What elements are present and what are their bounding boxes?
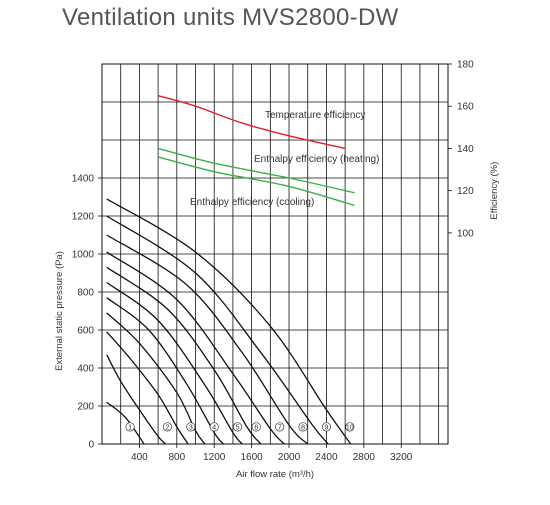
speed-marker-8 <box>298 422 308 432</box>
x-tick-label: 3200 <box>390 452 413 463</box>
y-tick-label: 1000 <box>72 250 95 261</box>
grid <box>98 63 452 448</box>
efficiency-curve-label: Enthalpy efficiency (cooling) <box>190 197 314 208</box>
speed-marker-label: 9 <box>324 424 328 431</box>
fan-curve-10 <box>106 215 329 445</box>
y2-tick-label: 140 <box>457 144 474 155</box>
efficiency-curve-1 <box>157 147 355 194</box>
fan-curve-8 <box>106 251 285 445</box>
x-tick-label: 2400 <box>315 452 338 463</box>
fan-curves: 1 2 3 4 5 6 7 8 9 10 <box>106 198 355 445</box>
fan-curve-3 <box>106 331 189 445</box>
speed-marker-label: 6 <box>254 424 258 431</box>
x-tick-label: 2800 <box>353 452 376 463</box>
y-tick-label: 400 <box>77 364 94 375</box>
speed-marker-1 <box>125 422 135 432</box>
speed-marker-6 <box>251 422 261 432</box>
axis-labels: Air flow rate (m³/h) External static pre… <box>54 162 500 480</box>
speed-marker-label: 4 <box>212 424 216 431</box>
efficiency-curve-label: Enthalpy efficiency (heating) <box>254 154 379 165</box>
y-tick-label: 800 <box>77 288 94 299</box>
x-tick-label: 1200 <box>203 452 226 463</box>
y2-tick-label: 100 <box>457 228 474 239</box>
chart-title: Ventilation units MVS2800-DW <box>62 4 399 31</box>
fan-curve-2 <box>106 354 167 445</box>
efficiency-curves: Temperature efficiency Enthalpy efficienc… <box>157 95 379 208</box>
speed-marker-2 <box>162 422 173 432</box>
y2-tick-label: 160 <box>457 102 474 113</box>
speed-marker-5 <box>233 422 243 432</box>
x-tick-label: 400 <box>131 452 148 463</box>
tick-labels: 400 800 1200 1600 2000 2400 2800 32000200400600… <box>72 60 474 464</box>
speed-marker-label: 2 <box>166 424 170 431</box>
x-tick-label: 1600 <box>240 452 263 463</box>
speed-marker-10 <box>345 422 355 432</box>
efficiency-curve-0 <box>157 95 346 150</box>
x-tick-label: 2000 <box>278 452 301 463</box>
efficiency-curve-label: Temperature efficiency <box>265 110 365 121</box>
fan-curve-1 <box>106 401 145 445</box>
speed-marker-4 <box>209 422 219 432</box>
speed-marker-3 <box>186 422 196 432</box>
y-axis-label: External static pressure (Pa) <box>54 251 65 371</box>
y-tick-label: 1400 <box>72 174 95 185</box>
y2-tick-label: 120 <box>457 186 474 197</box>
x-tick-label: 800 <box>168 452 185 463</box>
speed-marker-label: 7 <box>278 424 282 431</box>
fan-curve-5 <box>106 297 225 445</box>
fan-curve-6 <box>106 281 243 445</box>
fan-curve-7 <box>106 266 262 445</box>
efficiency-curve-2 <box>157 156 355 207</box>
x-axis-label: Air flow rate (m³/h) <box>236 469 314 480</box>
speed-marker-label: 10 <box>346 424 354 431</box>
y2-tick-label: 180 <box>457 60 474 71</box>
fan-curve-11 <box>106 198 352 445</box>
y-tick-label: 200 <box>77 402 94 413</box>
y-tick-label: 0 <box>88 440 94 451</box>
speed-marker-label: 3 <box>189 424 193 431</box>
speed-marker-label: 8 <box>301 424 305 431</box>
speed-marker-label: 1 <box>128 424 132 431</box>
y-tick-label: 600 <box>77 326 94 337</box>
speed-marker-7 <box>275 422 285 432</box>
fan-curve-4 <box>106 312 206 445</box>
speed-marker-label: 5 <box>236 424 240 431</box>
fan-curve-9 <box>106 234 309 445</box>
speed-marker-9 <box>321 422 331 432</box>
y2-axis-label: Efficiency (%) <box>489 162 500 220</box>
y-tick-label: 1200 <box>72 212 95 223</box>
